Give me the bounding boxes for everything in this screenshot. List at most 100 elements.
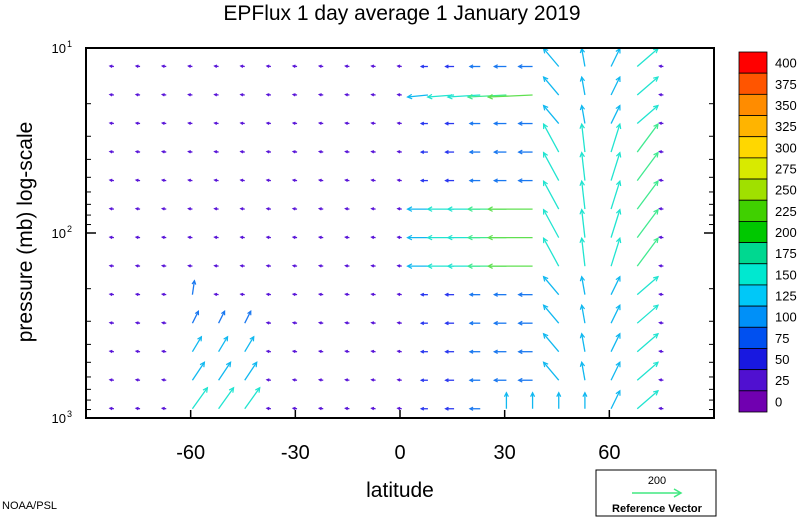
vector-arrowhead bbox=[517, 178, 523, 183]
colorbar-label: 100 bbox=[775, 310, 797, 325]
vector-arrowhead bbox=[406, 234, 413, 241]
vector-arrowhead bbox=[486, 94, 493, 100]
vector-arrowhead bbox=[160, 235, 165, 240]
vector-arrowhead bbox=[108, 406, 113, 411]
vector-arrowhead bbox=[396, 264, 401, 268]
colorbar-swatch bbox=[738, 242, 768, 265]
vector-arrowhead bbox=[579, 104, 586, 111]
vector-arrowhead bbox=[265, 121, 270, 125]
colorbar-label: 300 bbox=[775, 140, 797, 155]
vector-arrowhead bbox=[220, 310, 226, 316]
vector-arrow bbox=[610, 180, 621, 210]
vector-arrowhead bbox=[247, 310, 252, 316]
vector-arrow bbox=[610, 390, 621, 410]
vector-arrowhead bbox=[542, 275, 549, 282]
reference-vector-label: Reference Vector bbox=[612, 503, 703, 515]
vector-arrowhead bbox=[658, 349, 663, 354]
vector-arrowhead bbox=[344, 321, 349, 325]
vector-arrowhead bbox=[446, 263, 453, 269]
vector-arrowhead bbox=[370, 235, 375, 240]
vector-arrow bbox=[191, 387, 208, 410]
y-tick-exponent: 1 bbox=[67, 39, 72, 49]
vector-arrowhead bbox=[202, 386, 209, 393]
vector-arrowhead bbox=[579, 303, 586, 310]
vector-arrowhead bbox=[370, 93, 375, 97]
vector-arrowhead bbox=[517, 377, 523, 383]
vector-arrowhead bbox=[344, 235, 349, 240]
vector-arrowhead bbox=[134, 121, 139, 125]
x-axis-label: latitude bbox=[366, 479, 434, 502]
vector-arrow bbox=[191, 310, 199, 324]
vector-arrow bbox=[636, 76, 659, 96]
vector-arrow bbox=[636, 237, 659, 267]
vector-arrowhead bbox=[194, 310, 200, 316]
vector-arrowhead bbox=[213, 121, 218, 125]
vector-arrowhead bbox=[134, 207, 139, 211]
vector-arrow bbox=[218, 387, 235, 410]
vector-arrow bbox=[581, 238, 586, 267]
x-tick-label: -60 bbox=[176, 442, 205, 464]
vector-arrowhead bbox=[468, 121, 474, 126]
y-tick-label: 10 bbox=[52, 41, 66, 56]
vector-arrow bbox=[191, 336, 202, 353]
vector-arrow bbox=[636, 390, 659, 410]
vector-arrowhead bbox=[160, 349, 165, 354]
vector-arrowhead bbox=[370, 178, 375, 183]
vector-arrowhead bbox=[653, 389, 660, 396]
vector-arrowhead bbox=[213, 292, 218, 297]
vector-arrowhead bbox=[517, 320, 523, 326]
vector-arrowhead bbox=[653, 123, 659, 130]
vector-arrowhead bbox=[419, 406, 425, 411]
vector-arrowhead bbox=[615, 208, 622, 215]
vector-arrowhead bbox=[239, 178, 244, 183]
vector-arrow bbox=[610, 152, 621, 181]
vector-arrowhead bbox=[658, 321, 663, 325]
vector-arrowhead bbox=[468, 178, 474, 183]
vector-arrowhead bbox=[187, 121, 192, 125]
vector-arrowhead bbox=[396, 121, 401, 125]
reference-vector-arrowhead bbox=[673, 488, 683, 498]
vector-arrowhead bbox=[579, 151, 585, 158]
colorbar-label: 275 bbox=[775, 161, 797, 176]
vector-arrowhead bbox=[396, 292, 401, 297]
vector-arrowhead bbox=[468, 149, 474, 155]
vector-arrowhead bbox=[134, 292, 139, 297]
vector-arrowhead bbox=[406, 263, 413, 269]
vector-arrowhead bbox=[658, 264, 663, 268]
vector-arrowhead bbox=[239, 93, 244, 97]
colorbar-swatch bbox=[738, 221, 768, 243]
vector-arrowhead bbox=[446, 206, 453, 212]
vector-arrowhead bbox=[615, 179, 622, 187]
vector-arrowhead bbox=[426, 206, 433, 212]
vector-arrowhead bbox=[468, 378, 474, 383]
vector-arrowhead bbox=[239, 150, 244, 154]
vector-arrowhead bbox=[344, 178, 349, 183]
vector-arrowhead bbox=[160, 178, 165, 183]
vector-arrowhead bbox=[239, 235, 244, 240]
vector-arrowhead bbox=[486, 263, 493, 269]
vector-field bbox=[108, 47, 664, 411]
vector-arrowhead bbox=[468, 64, 474, 69]
vector-arrowhead bbox=[239, 207, 244, 211]
vector-arrowhead bbox=[239, 64, 244, 68]
vector-arrowhead bbox=[615, 389, 621, 396]
vector-arrow bbox=[581, 76, 586, 96]
vector-arrowhead bbox=[344, 64, 349, 68]
colorbar-swatch bbox=[738, 390, 768, 413]
vector-arrowhead bbox=[344, 349, 349, 354]
vector-arrowhead bbox=[370, 150, 375, 154]
colorbar-label: 350 bbox=[775, 98, 797, 113]
vector-arrow bbox=[542, 237, 560, 267]
vector-arrowhead bbox=[108, 235, 113, 240]
vector-arrowhead bbox=[265, 292, 270, 297]
vector-arrowhead bbox=[213, 264, 218, 268]
vector-arrowhead bbox=[444, 406, 449, 411]
vector-arrow bbox=[636, 123, 659, 153]
vector-arrow bbox=[543, 48, 560, 67]
vector-arrowhead bbox=[108, 178, 113, 183]
x-axis-ticks: -60 -30 0 30 60 bbox=[176, 410, 620, 464]
vector-arrow bbox=[636, 209, 659, 239]
vector-arrowhead bbox=[426, 93, 433, 100]
